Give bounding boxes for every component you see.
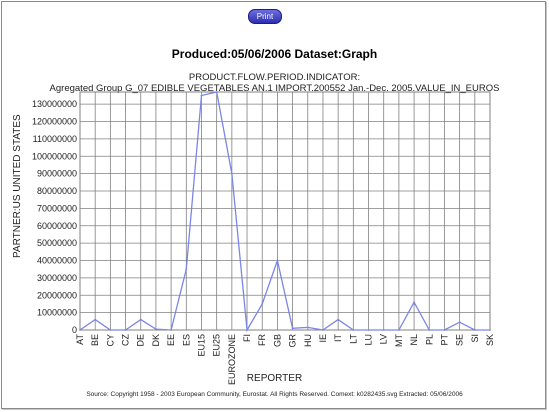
x-tick-label: MT <box>394 334 404 347</box>
data-point <box>291 327 294 330</box>
x-tick-label: PT <box>439 334 449 346</box>
x-tick-label: HU <box>303 334 313 347</box>
data-point <box>397 329 400 331</box>
y-tick-label: 20000000 <box>37 290 77 300</box>
x-tick-label: DE <box>136 334 146 347</box>
x-tick-label: BE <box>90 334 100 346</box>
chart-title: PRODUCT.FLOW.PERIOD.INDICATOR: Agregated… <box>0 72 549 94</box>
x-tick-label: IT <box>333 333 343 342</box>
source-footer: Source: Copyright 1958 - 2003 European C… <box>86 391 463 398</box>
x-tick-label: EU25 <box>212 334 222 357</box>
x-tick-label: LU <box>364 334 374 346</box>
data-point <box>428 329 431 331</box>
x-tick-label: NL <box>409 334 419 346</box>
x-tick-label: CZ <box>121 334 131 346</box>
chart-subtitle-line: Agregated Group G_07 EDIBLE VEGETABLES A… <box>49 83 500 94</box>
x-tick-label: ES <box>181 334 191 346</box>
data-point <box>200 94 203 97</box>
y-tick-label: 130000000 <box>32 99 77 109</box>
x-tick-label: SK <box>485 334 495 346</box>
data-point <box>276 259 279 262</box>
y-tick-label: 90000000 <box>37 169 77 179</box>
y-tick-label: 0 <box>72 325 77 335</box>
x-tick-label: EUROZONE <box>227 334 237 385</box>
y-tick-label: 40000000 <box>37 256 77 266</box>
produced-heading: Produced:05/06/2006 Dataset:Graph <box>171 47 378 61</box>
y-tick-label: 120000000 <box>32 117 77 127</box>
x-tick-label: FR <box>257 334 267 346</box>
data-point <box>322 329 324 331</box>
x-tick-label: EU15 <box>196 334 206 357</box>
data-point <box>94 318 97 321</box>
x-tick-label: FI <box>242 334 252 342</box>
data-point <box>79 329 81 331</box>
x-tick-label: PL <box>424 334 434 345</box>
x-tick-label: LT <box>348 334 358 344</box>
data-point <box>367 329 370 331</box>
series-line <box>79 91 490 333</box>
data-point <box>215 91 218 93</box>
x-axis-label: REPORTER <box>246 373 303 384</box>
data-point <box>473 329 476 331</box>
y-tick-label: 30000000 <box>37 273 77 283</box>
x-tick-label: LV <box>379 334 389 344</box>
print-button[interactable]: Print <box>248 9 282 24</box>
x-tick-label: GR <box>288 333 298 347</box>
y-tick-label: 100000000 <box>32 151 77 161</box>
chart-title-line: PRODUCT.FLOW.PERIOD.INDICATOR: <box>188 72 361 83</box>
x-tick-label: EE <box>166 334 176 346</box>
x-tick-label: CY <box>105 334 115 347</box>
y-tick-label: 60000000 <box>37 221 77 231</box>
data-point <box>413 301 415 304</box>
y-tick-label: 80000000 <box>37 186 77 196</box>
x-tick-label: SI <box>470 334 480 343</box>
data-point <box>246 329 248 331</box>
y-tick-label: 50000000 <box>37 238 77 248</box>
x-tick-label: GB <box>272 334 282 347</box>
y-tick-label: 10000000 <box>37 308 77 318</box>
data-point <box>109 329 112 331</box>
data-point <box>155 328 157 331</box>
data-point <box>139 318 142 321</box>
data-point <box>170 329 173 331</box>
data-point <box>230 172 233 175</box>
data-point <box>489 329 491 331</box>
data-point <box>306 326 309 329</box>
x-tick-label: DK <box>151 334 161 347</box>
y-tick-label: 70000000 <box>37 203 77 213</box>
data-point <box>124 329 127 331</box>
data-point <box>382 329 385 331</box>
data-point <box>185 268 188 271</box>
data-point <box>458 321 461 324</box>
data-point <box>337 318 340 321</box>
x-tick-label: SE <box>455 334 465 346</box>
y-tick-label: 110000000 <box>33 134 77 144</box>
data-point <box>261 303 264 305</box>
data-point <box>443 329 446 331</box>
x-tick-label: AT <box>75 334 85 345</box>
data-point <box>352 329 355 331</box>
x-tick-label: IE <box>318 334 328 343</box>
